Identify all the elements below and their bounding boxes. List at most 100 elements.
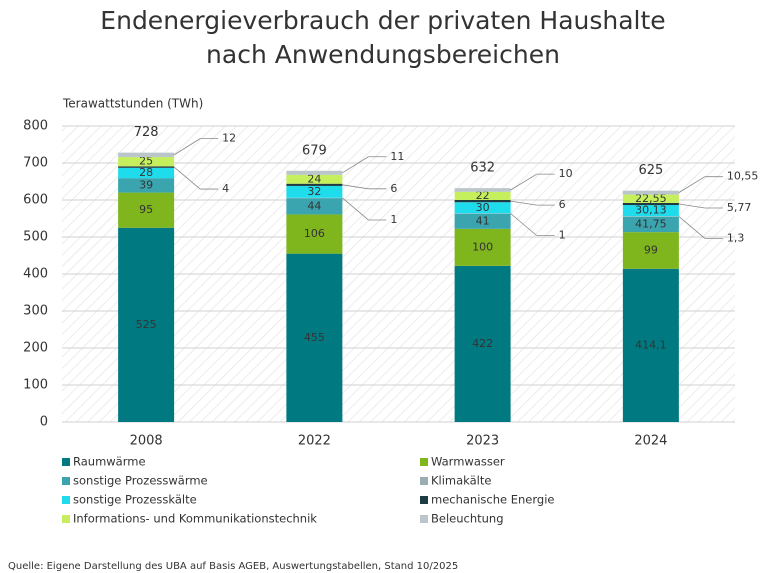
legend-swatch xyxy=(420,496,428,504)
legend-label: Warmwasser xyxy=(431,455,505,469)
bar-segment xyxy=(454,265,511,422)
bar-segment xyxy=(622,268,679,422)
value-label: 422 xyxy=(472,337,493,350)
bar-segment xyxy=(454,188,511,192)
legend-swatch xyxy=(62,515,70,523)
y-tick-label: 800 xyxy=(23,119,48,134)
bar-segment xyxy=(286,198,343,215)
bar-segment xyxy=(454,202,511,214)
bar-segment xyxy=(622,190,679,195)
leader-line xyxy=(510,173,537,191)
legend-swatch xyxy=(420,515,428,523)
total-label: 632 xyxy=(470,161,495,176)
legend-label: Raumwärme xyxy=(73,455,146,469)
bar-segment xyxy=(454,200,511,203)
leader-line xyxy=(173,138,201,156)
leader-line xyxy=(678,216,706,239)
y-tick-label: 600 xyxy=(23,193,48,208)
value-label: 95 xyxy=(139,203,153,216)
value-label: 414,1 xyxy=(635,338,667,351)
value-label: 455 xyxy=(304,331,325,344)
value-label: 22 xyxy=(476,189,490,202)
legend-swatch xyxy=(62,458,70,466)
x-tick-label: 2008 xyxy=(130,434,163,449)
bar-segment xyxy=(286,170,343,175)
bar-segment xyxy=(622,202,679,206)
bar-segment xyxy=(118,192,175,228)
value-label: 10,55 xyxy=(727,170,759,183)
bar-segment xyxy=(622,232,679,269)
value-label: 22,55 xyxy=(635,192,667,205)
y-tick-label: 500 xyxy=(23,230,48,245)
leader-line xyxy=(173,166,201,190)
bar-segment xyxy=(118,227,175,422)
leader-line xyxy=(342,197,369,221)
legend-label: Klimakälte xyxy=(431,474,491,488)
y-tick-label: 100 xyxy=(23,378,48,393)
value-label: 32 xyxy=(307,185,321,198)
legend-label: sonstige Prozesswärme xyxy=(73,474,208,488)
value-label: 100 xyxy=(472,240,493,253)
leader-line xyxy=(342,184,369,190)
legend-label: Informations- und Kommunikationstechnik xyxy=(73,512,317,526)
source: Quelle: Eigene Darstellung des UBA auf B… xyxy=(8,561,458,572)
value-label: 1,3 xyxy=(727,231,745,244)
legend-swatch xyxy=(420,458,428,466)
bar-segment xyxy=(454,213,511,229)
value-label: 12 xyxy=(222,132,236,145)
y-tick-label: 200 xyxy=(23,341,48,356)
bar-segment xyxy=(622,194,679,203)
bar-segment xyxy=(286,253,343,422)
bar-segment xyxy=(118,166,175,168)
leader-line xyxy=(510,200,537,206)
y-tick-label: 0 xyxy=(40,415,48,430)
value-label: 106 xyxy=(304,227,325,240)
value-label: 30,13 xyxy=(635,204,667,217)
value-label: 25 xyxy=(139,155,153,168)
leader-line xyxy=(678,203,705,209)
leader-line xyxy=(678,176,706,193)
value-label: 10 xyxy=(559,167,573,180)
bar-segment xyxy=(286,185,343,198)
y-tick-label: 400 xyxy=(23,267,48,282)
value-label: 24 xyxy=(307,172,321,185)
value-label: 6 xyxy=(390,182,397,195)
value-label: 41 xyxy=(476,214,490,227)
x-tick-label: 2022 xyxy=(298,434,331,449)
leader-line xyxy=(342,156,369,174)
chart-title: Endenergieverbrauch der privaten Haushal… xyxy=(100,6,665,35)
bar-segment xyxy=(118,178,175,193)
legend-swatch xyxy=(62,477,70,485)
value-label: 41,75 xyxy=(635,217,667,230)
bar-segment xyxy=(454,228,511,266)
bar-segment xyxy=(118,152,175,158)
bar-segment xyxy=(622,216,679,233)
value-label: 1 xyxy=(390,213,397,226)
total-label: 679 xyxy=(302,143,327,158)
value-label: 4 xyxy=(222,182,229,195)
x-tick-label: 2023 xyxy=(466,434,499,449)
value-label: 30 xyxy=(476,201,490,214)
bar-segment xyxy=(118,167,175,179)
chart-subtitle: nach Anwendungsbereichen xyxy=(206,40,560,69)
total-label: 728 xyxy=(134,125,159,140)
legend-label: sonstige Prozesskälte xyxy=(73,493,197,507)
bar-segment xyxy=(454,191,511,200)
value-label: 99 xyxy=(644,243,658,256)
value-label: 5,77 xyxy=(727,201,752,214)
value-label: 1 xyxy=(559,229,566,242)
y-axis-label: Terawattstunden (TWh) xyxy=(62,97,203,111)
value-label: 28 xyxy=(139,166,153,179)
leader-line xyxy=(510,213,537,236)
bar-segment xyxy=(286,174,343,184)
bar-segment xyxy=(286,214,343,254)
value-label: 39 xyxy=(139,178,153,191)
legend-label: Beleuchtung xyxy=(431,512,504,526)
legend-swatch xyxy=(62,496,70,504)
value-label: 11 xyxy=(390,150,404,163)
bar-segment xyxy=(622,205,679,217)
legend-label: mechanische Energie xyxy=(431,493,554,507)
y-tick-label: 300 xyxy=(23,304,48,319)
value-label: 6 xyxy=(559,198,566,211)
